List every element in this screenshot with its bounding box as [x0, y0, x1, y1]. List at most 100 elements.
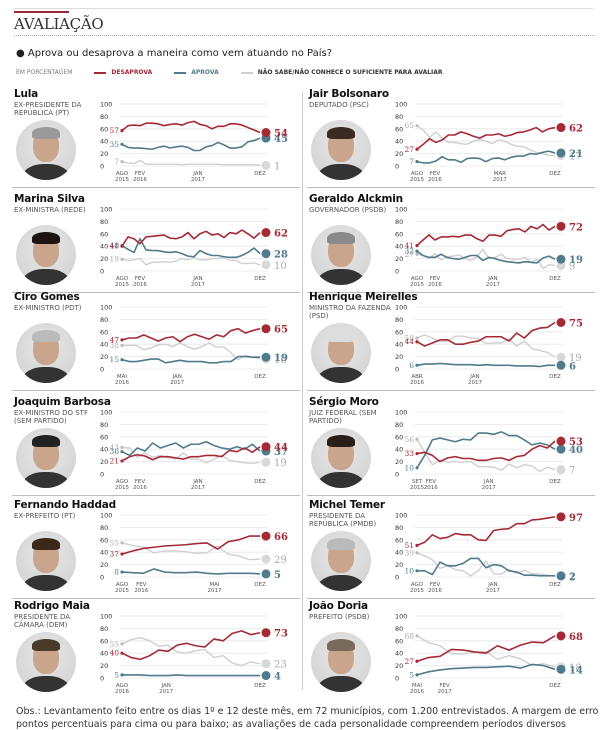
start-value-label: 41: [404, 241, 414, 250]
end-point: [261, 442, 271, 452]
y-tick-label: 60: [395, 230, 403, 238]
end-point: [261, 457, 271, 467]
end-point: [261, 628, 271, 638]
end-value-label: 65: [274, 325, 288, 336]
start-value-label: 37: [109, 550, 119, 559]
end-value-label: 18: [569, 663, 582, 674]
end-point: [261, 324, 271, 334]
series-line-aprova: [122, 674, 260, 677]
photo-body: [317, 575, 365, 591]
x-tick-label: AGO: [116, 683, 129, 689]
start-point: [415, 340, 419, 344]
photo-body: [22, 367, 70, 383]
end-point: [556, 123, 566, 133]
x-tick-label: SET: [412, 479, 423, 485]
series-line-aprova: [417, 557, 555, 577]
end-value-label: 97: [569, 513, 583, 524]
y-tick-label: 40: [395, 446, 403, 454]
y-tick-label: 20: [395, 353, 403, 361]
candidate-panel: Rodrigo Maia PRESIDENTE DA CÂMARA (DEM) 0 2…: [12, 600, 300, 700]
series-line-aprova: [416, 663, 556, 676]
legend-label: NÃO SABE/NÃO CONHECE O SUFICIENTE PARA A…: [257, 69, 443, 76]
series-line-nao-sabe: [416, 334, 556, 358]
x-tick-sublabel: 2016: [133, 177, 147, 183]
end-point: [556, 148, 566, 158]
candidate-photo: [16, 323, 76, 383]
series-line-desaprova: [416, 635, 556, 663]
section-accent-bar: [14, 11, 69, 13]
start-value-label: 44: [404, 337, 414, 346]
y-tick-label: 0: [395, 675, 399, 683]
start-value-label: 38: [109, 341, 119, 350]
series-line-nao-sabe: [416, 438, 556, 473]
end-point: [556, 465, 566, 475]
start-value-label: 65: [404, 121, 414, 130]
panel-separator: [12, 598, 300, 599]
y-tick-label: 60: [395, 433, 403, 441]
end-point: [261, 160, 271, 170]
end-point: [261, 554, 271, 564]
photo-hair: [32, 538, 60, 550]
end-point: [556, 571, 566, 581]
series-line-desaprova: [416, 321, 556, 347]
y-tick-label: 20: [100, 255, 108, 263]
end-point: [556, 512, 566, 522]
end-value-label: 54: [274, 129, 288, 140]
candidate-name: Michel Temer: [309, 499, 385, 511]
candidate-panel: Michel Temer PRESIDENTE DA REPÚBLICA (PMD…: [307, 499, 595, 599]
end-point: [556, 360, 566, 370]
start-value-label: 21: [109, 456, 119, 465]
y-tick-label: 60: [395, 536, 403, 544]
y-tick-label: 40: [395, 243, 403, 251]
line-chart: 020406080100AGO2015FEV2016JAN2017DEZ1910…: [100, 206, 288, 289]
y-tick-label: 80: [100, 113, 108, 121]
x-tick-label: JAN: [192, 276, 202, 282]
x-tick-label: MAI: [209, 582, 220, 588]
y-tick-label: 40: [100, 341, 108, 349]
series-line-desaprova: [121, 120, 261, 134]
series-line-desaprova: [121, 535, 260, 555]
end-point: [261, 352, 271, 362]
y-tick-label: 0: [395, 163, 399, 171]
end-value-label: 1: [569, 572, 575, 583]
y-tick-label: 40: [100, 549, 108, 557]
x-tick-sublabel: 2016: [133, 282, 147, 288]
y-tick-label: 80: [100, 524, 108, 532]
start-value-label: 32: [404, 247, 414, 256]
x-tick-sublabel: 2017: [493, 177, 507, 183]
legend-item-desaprova: DESAPROVA: [94, 69, 152, 76]
panel-separator: [307, 187, 595, 188]
x-tick-sublabel: 2017: [207, 588, 221, 594]
start-point: [415, 569, 419, 573]
x-tick-label: FEV: [430, 276, 441, 282]
candidate-name: Ciro Gomes: [14, 291, 80, 303]
series-line-desaprova: [121, 446, 261, 462]
panel-separator: [12, 292, 300, 293]
start-point: [120, 358, 124, 362]
end-point: [556, 664, 566, 674]
x-tick-label: AGO: [116, 479, 129, 485]
start-point: [415, 252, 419, 256]
y-tick-label: 0: [100, 366, 104, 374]
x-tick-label: DEZ: [254, 276, 266, 282]
y-tick-label: 100: [100, 512, 112, 520]
photo-body: [22, 164, 70, 180]
candidate-role: EX-PREFEITO (PT): [14, 512, 76, 520]
start-value-label: 47: [109, 335, 119, 344]
y-tick-label: 80: [100, 316, 108, 324]
y-tick-label: 0: [395, 268, 399, 276]
end-value-label: 19: [569, 353, 582, 364]
panel-separator: [307, 390, 595, 391]
series-line-nao-sabe: [121, 446, 261, 465]
end-value-label: 23: [274, 660, 287, 671]
legend-swatch: [174, 71, 187, 74]
y-tick-label: 80: [100, 625, 108, 633]
start-value-label: 8: [114, 568, 119, 577]
x-tick-sublabel: 2017: [438, 689, 452, 695]
x-tick-label: DEZ: [549, 683, 561, 689]
candidate-name: Jair Bolsonaro: [309, 88, 389, 100]
y-tick-label: 20: [100, 353, 108, 361]
